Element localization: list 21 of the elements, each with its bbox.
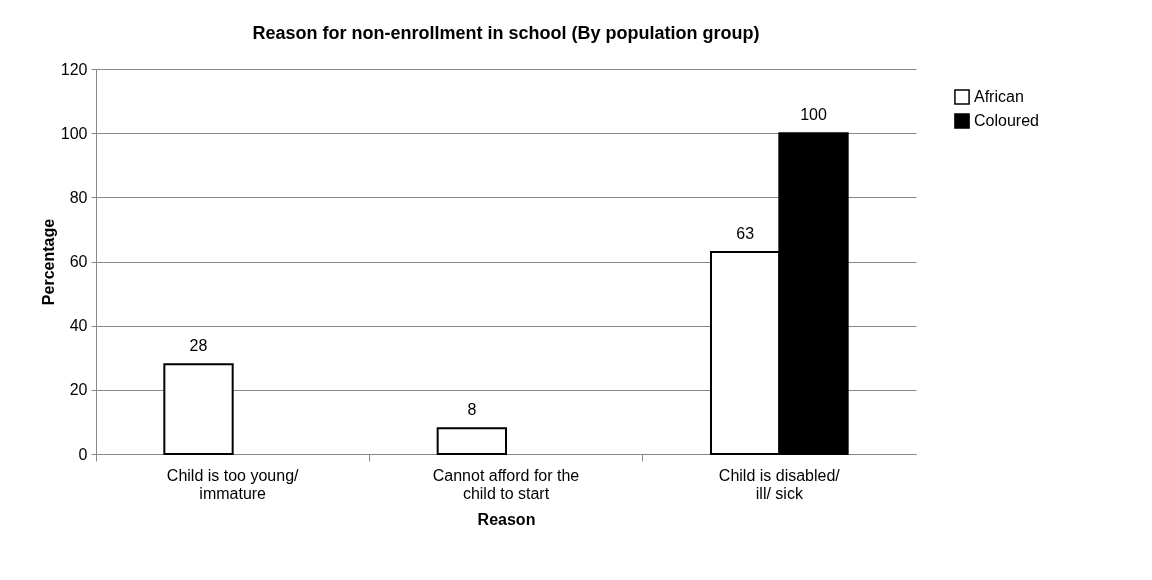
y-tick-label: 100 bbox=[60, 124, 88, 142]
y-axis-title: Percentage bbox=[39, 218, 57, 306]
y-tick-label: 20 bbox=[69, 381, 88, 399]
y-tick-label: 120 bbox=[60, 60, 88, 78]
bar bbox=[163, 363, 234, 455]
legend-label: African bbox=[974, 88, 1024, 105]
x-tick-label: Child is disabled/ ill/ sick bbox=[718, 466, 841, 502]
data-label: 100 bbox=[800, 106, 827, 124]
legend-label: Coloured bbox=[974, 112, 1039, 129]
x-tick-label: Child is too young/ immature bbox=[166, 466, 300, 502]
data-label: 8 bbox=[467, 401, 477, 419]
x-tick-label: Cannot afford for the child to start bbox=[432, 466, 580, 502]
data-label: 63 bbox=[736, 224, 755, 242]
y-tick-label: 60 bbox=[69, 253, 88, 270]
y-tick-label: 80 bbox=[69, 188, 88, 206]
x-axis-title: Reason bbox=[477, 510, 536, 528]
y-tick-label: 0 bbox=[78, 445, 88, 463]
y-tick-label: 40 bbox=[69, 317, 88, 335]
chart-title: Reason for non-enrollment in school (By population group) bbox=[252, 23, 760, 43]
bar bbox=[436, 427, 507, 455]
data-label: 28 bbox=[189, 337, 208, 355]
